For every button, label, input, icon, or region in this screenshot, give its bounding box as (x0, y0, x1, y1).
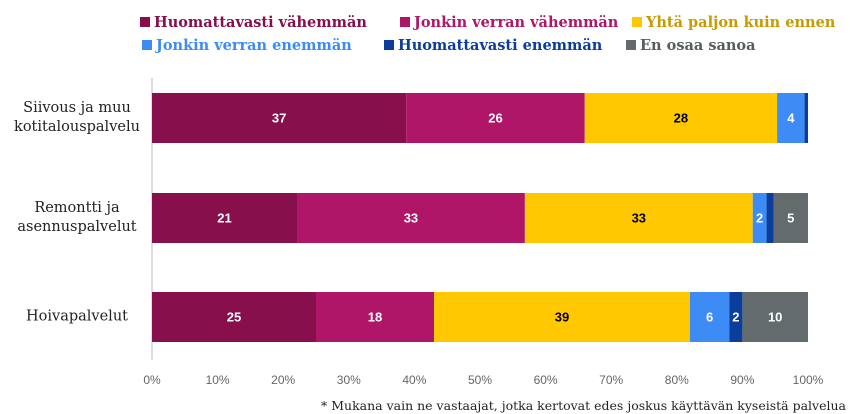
x-tick-label: 60% (534, 373, 558, 387)
bar-segment (773, 193, 808, 243)
legend-label: Huomattavasti enemmän (398, 37, 603, 54)
bar-segment (297, 193, 525, 243)
x-tick-label: 100% (793, 373, 824, 387)
x-tick-label: 80% (665, 373, 689, 387)
data-label: 25 (227, 309, 241, 324)
legend-swatch (632, 17, 642, 27)
bar-segment (742, 292, 808, 342)
data-label: 6 (706, 309, 713, 324)
legend-swatch (400, 17, 410, 27)
bar-segment (152, 93, 407, 143)
bar-segment (777, 93, 805, 143)
data-label: 10 (768, 309, 782, 324)
legend-label: Huomattavasti vähemmän (154, 14, 367, 31)
legend-swatch (626, 40, 636, 50)
bar-segment (524, 193, 753, 243)
y-tick-label: Siivous ja muu kotitalouspalvelu (14, 100, 140, 135)
legend-swatch (142, 40, 152, 50)
legend-swatch (140, 17, 150, 27)
bar-segment (766, 193, 774, 243)
x-tick-label: 0% (143, 373, 161, 387)
x-tick-label: 20% (271, 373, 295, 387)
bar-segment (316, 292, 435, 342)
data-label: 39 (555, 309, 569, 324)
legend-swatch (384, 40, 394, 50)
data-label: 33 (632, 210, 646, 225)
bar-segment (689, 292, 730, 342)
bar-segment (434, 292, 690, 342)
data-label: 26 (488, 110, 502, 125)
bar-segment (406, 93, 585, 143)
legend-label: Yhtä paljon kuin ennen (645, 14, 836, 31)
data-label: 21 (217, 210, 231, 225)
x-tick-label: 70% (599, 373, 623, 387)
x-tick-label: 50% (468, 373, 492, 387)
data-label: 37 (272, 110, 286, 125)
data-label: 4 (787, 110, 795, 125)
x-tick-label: 10% (206, 373, 230, 387)
x-tick-label: 90% (730, 373, 754, 387)
legend-label: Jonkin verran enemmän (154, 37, 352, 54)
y-tick-label: Hoivapalvelut (26, 308, 128, 325)
bar-segment (729, 292, 743, 342)
x-tick-label: 30% (337, 373, 361, 387)
data-label: 18 (368, 309, 382, 324)
data-label: 2 (756, 210, 763, 225)
footnote: * Mukana vain ne vastaajat, jotka kertov… (321, 398, 846, 413)
x-tick-label: 40% (402, 373, 426, 387)
data-label: 33 (404, 210, 418, 225)
data-label: 5 (787, 210, 794, 225)
bar-segment (152, 292, 316, 342)
legend-label: Jonkin verran vähemmän (412, 14, 619, 31)
bar-segment (804, 93, 808, 143)
data-label: 2 (732, 309, 739, 324)
legend-label: En osaa sanoa (640, 37, 756, 54)
bar-segment (152, 193, 298, 243)
bar-segment (752, 193, 767, 243)
data-label: 28 (674, 110, 688, 125)
y-tick-label: Remontti ja asennuspalvelut (17, 200, 137, 235)
bar-segment (584, 93, 778, 143)
